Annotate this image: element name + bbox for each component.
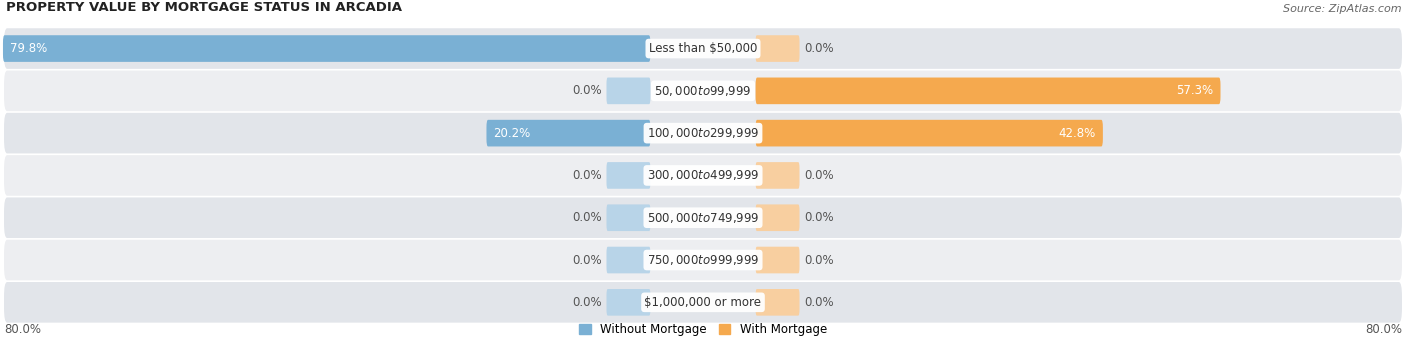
Text: 80.0%: 80.0%: [4, 323, 41, 336]
Text: $750,000 to $999,999: $750,000 to $999,999: [647, 253, 759, 267]
Text: 0.0%: 0.0%: [804, 169, 834, 182]
Text: 0.0%: 0.0%: [804, 296, 834, 309]
Text: $300,000 to $499,999: $300,000 to $499,999: [647, 168, 759, 183]
Text: $1,000,000 or more: $1,000,000 or more: [644, 296, 762, 309]
FancyBboxPatch shape: [3, 35, 651, 62]
FancyBboxPatch shape: [755, 162, 800, 189]
Legend: Without Mortgage, With Mortgage: Without Mortgage, With Mortgage: [574, 318, 832, 340]
FancyBboxPatch shape: [755, 78, 1220, 104]
Text: $50,000 to $99,999: $50,000 to $99,999: [654, 84, 752, 98]
Text: 0.0%: 0.0%: [572, 84, 602, 97]
Text: 0.0%: 0.0%: [572, 169, 602, 182]
Text: 57.3%: 57.3%: [1177, 84, 1213, 97]
Text: PROPERTY VALUE BY MORTGAGE STATUS IN ARCADIA: PROPERTY VALUE BY MORTGAGE STATUS IN ARC…: [6, 1, 402, 14]
Text: $500,000 to $749,999: $500,000 to $749,999: [647, 211, 759, 225]
FancyBboxPatch shape: [606, 204, 651, 231]
FancyBboxPatch shape: [4, 282, 1402, 323]
Text: Less than $50,000: Less than $50,000: [648, 42, 758, 55]
FancyBboxPatch shape: [755, 289, 800, 316]
Text: 80.0%: 80.0%: [1365, 323, 1402, 336]
Text: Source: ZipAtlas.com: Source: ZipAtlas.com: [1284, 4, 1402, 14]
Text: 0.0%: 0.0%: [572, 296, 602, 309]
Text: 79.8%: 79.8%: [10, 42, 48, 55]
Text: 0.0%: 0.0%: [804, 211, 834, 224]
FancyBboxPatch shape: [4, 113, 1402, 153]
FancyBboxPatch shape: [4, 240, 1402, 280]
Text: 0.0%: 0.0%: [572, 254, 602, 267]
FancyBboxPatch shape: [606, 247, 651, 273]
FancyBboxPatch shape: [755, 120, 1102, 147]
FancyBboxPatch shape: [486, 120, 651, 147]
FancyBboxPatch shape: [755, 35, 800, 62]
Text: 0.0%: 0.0%: [804, 254, 834, 267]
FancyBboxPatch shape: [4, 28, 1402, 69]
Text: 42.8%: 42.8%: [1059, 126, 1095, 140]
FancyBboxPatch shape: [606, 78, 651, 104]
Text: 0.0%: 0.0%: [804, 42, 834, 55]
FancyBboxPatch shape: [4, 198, 1402, 238]
FancyBboxPatch shape: [755, 247, 800, 273]
FancyBboxPatch shape: [4, 70, 1402, 111]
Text: 20.2%: 20.2%: [494, 126, 531, 140]
FancyBboxPatch shape: [755, 204, 800, 231]
Text: 0.0%: 0.0%: [572, 211, 602, 224]
FancyBboxPatch shape: [606, 162, 651, 189]
FancyBboxPatch shape: [4, 155, 1402, 196]
FancyBboxPatch shape: [606, 289, 651, 316]
Text: $100,000 to $299,999: $100,000 to $299,999: [647, 126, 759, 140]
